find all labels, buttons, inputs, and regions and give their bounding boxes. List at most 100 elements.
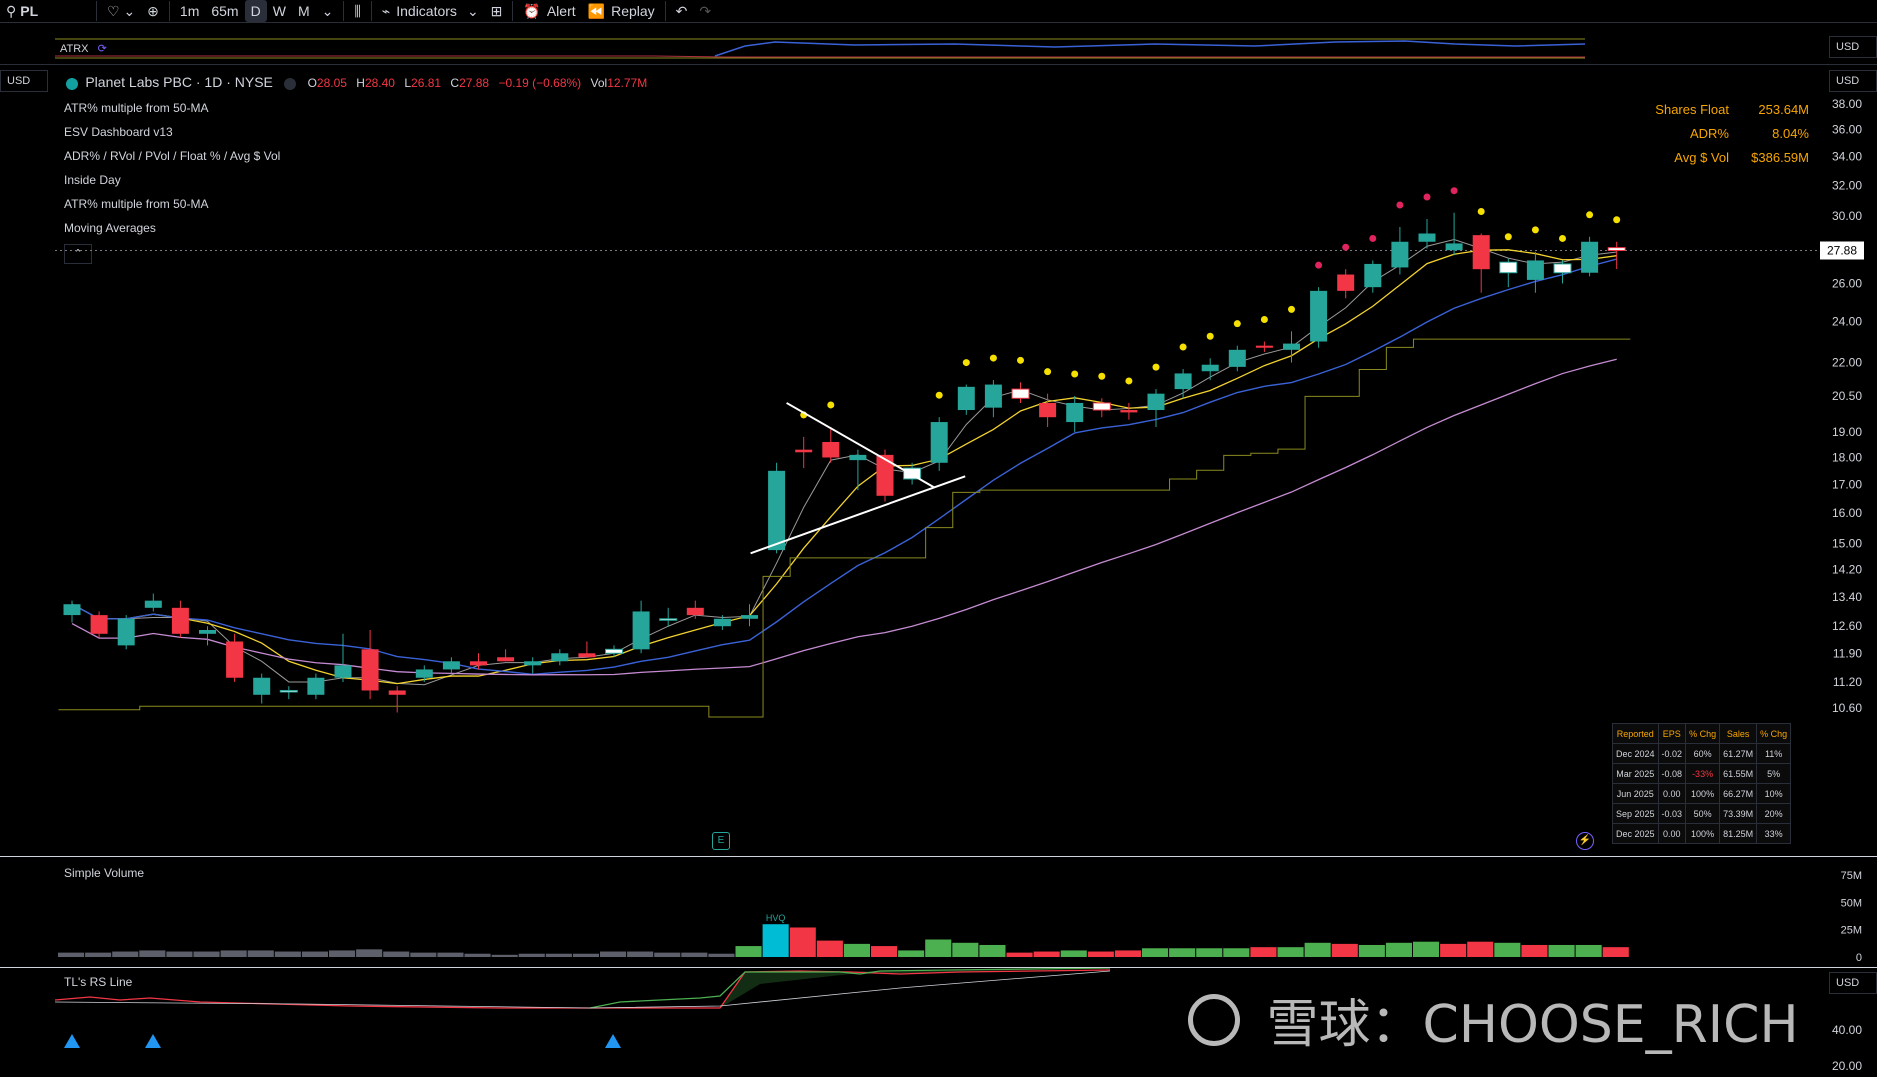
candle-body xyxy=(876,454,894,496)
candle-body xyxy=(1310,290,1328,342)
symbol-label: PL xyxy=(20,3,39,19)
volume-bar xyxy=(1521,944,1548,957)
collapse-button[interactable]: ⌃ xyxy=(64,244,92,264)
earnings-marker[interactable]: E xyxy=(712,832,730,850)
rs-currency[interactable]: USD xyxy=(1829,972,1877,994)
interval-m[interactable]: M xyxy=(297,3,310,19)
planet-logo-icon xyxy=(66,77,78,90)
visibility-toggle-icon[interactable] xyxy=(284,77,297,90)
templates-icon[interactable]: ⊞ xyxy=(490,2,503,19)
indicators-icon: ⌁ xyxy=(381,2,391,19)
ohlc-open: O28.05 xyxy=(307,76,347,90)
chart-type-icon[interactable]: ⫼ xyxy=(354,2,361,19)
indicator-item[interactable]: ESV Dashboard v13 xyxy=(64,125,173,139)
alert-button[interactable]: ⏰ Alert xyxy=(517,0,581,22)
signal-dot xyxy=(1152,363,1160,371)
interval-65m[interactable]: 65m xyxy=(211,3,239,19)
volume-axis-label: 50M xyxy=(1841,897,1862,909)
currency-right[interactable]: USD xyxy=(1829,70,1877,92)
volume-bar xyxy=(112,951,139,957)
atrx-blue-line xyxy=(714,40,1585,57)
volume-bar xyxy=(491,954,518,957)
chevron-down-icon[interactable]: ⌄ xyxy=(321,2,334,19)
volume-bar xyxy=(1223,948,1250,957)
volume-bar xyxy=(1440,943,1467,957)
volume-bar xyxy=(356,949,383,957)
atrx-currency[interactable]: USD xyxy=(1829,36,1877,58)
earnings-row: Sep 2025 -0.03 50% 73.39M 20% xyxy=(1612,803,1792,824)
candle-body xyxy=(199,630,216,634)
signal-dot xyxy=(1017,356,1024,364)
indicator-item[interactable]: ADR% / RVol / PVol / Float % / Avg $ Vol xyxy=(64,149,281,163)
candle-body xyxy=(1283,343,1300,350)
symbol-search[interactable]: ⚲ PL xyxy=(0,0,92,22)
candle-body xyxy=(497,657,515,662)
candle-body xyxy=(117,618,135,646)
signal-dot xyxy=(1071,370,1079,378)
interval-d[interactable]: D xyxy=(244,0,267,22)
price-axis-label: 38.00 xyxy=(1832,97,1862,111)
candle-body xyxy=(415,669,433,678)
watchlist-icon[interactable]: ♡ ⌄ xyxy=(107,2,136,19)
volume-label: Simple Volume xyxy=(64,866,145,880)
price-axis-label: 17.00 xyxy=(1832,478,1862,492)
ohlc-close: C27.88 xyxy=(450,76,490,90)
price-axis-label: 34.00 xyxy=(1832,150,1862,164)
lightning-icon[interactable]: ⚡ xyxy=(1576,832,1594,850)
signal-dot xyxy=(1206,332,1214,340)
signal-dot xyxy=(1260,316,1268,324)
replay-button[interactable]: ⏪ Replay xyxy=(582,0,661,22)
price-axis-label: 26.00 xyxy=(1832,277,1862,291)
candle-body xyxy=(1011,388,1030,399)
earnings-row: Dec 2025 0.00 100% 81.25M 33% xyxy=(1612,823,1792,844)
signal-dot xyxy=(1423,193,1431,201)
atrx-plot xyxy=(55,38,1585,59)
separator xyxy=(512,1,514,21)
interval-1m[interactable]: 1m xyxy=(179,3,200,19)
candle-body xyxy=(578,653,596,658)
volume-bar xyxy=(1385,942,1412,957)
candle-body xyxy=(470,661,487,666)
replay-label: Replay xyxy=(611,3,655,19)
candle-body xyxy=(686,607,704,616)
compare-icon[interactable]: ⊕ xyxy=(147,2,159,19)
separator xyxy=(168,1,170,21)
redo-icon[interactable]: ↷ xyxy=(699,2,712,19)
last-price-label: 27.88 xyxy=(1827,244,1857,258)
candle-body xyxy=(253,677,271,695)
indicator-item[interactable]: Moving Averages xyxy=(64,221,156,235)
indicator-item[interactable]: ATR% multiple from 50-MA xyxy=(64,197,209,211)
volume-bar xyxy=(220,950,247,957)
candle-body xyxy=(1364,263,1382,288)
candle-body xyxy=(1526,260,1544,280)
volume-bar xyxy=(1060,950,1087,957)
volume-bar xyxy=(1413,941,1440,957)
volume-bar xyxy=(1087,951,1114,957)
atrx-label: ATRX ⟳ xyxy=(60,43,107,55)
indicator-item[interactable]: Inside Day xyxy=(64,173,121,187)
price-chart[interactable]: 38.00 36.00 34.00 32.00 30.00 26.00 24.00 22.00… xyxy=(0,66,1877,856)
candle-body xyxy=(1391,241,1409,268)
candle-body xyxy=(605,648,623,654)
candle-body xyxy=(307,677,325,695)
candle-body xyxy=(957,386,975,411)
stat-row: Shares Float 253.64M xyxy=(1655,102,1809,117)
indicator-item[interactable]: ATR% multiple from 50-MA xyxy=(64,101,209,115)
indicators-button[interactable]: ⌁ Indicators ⌄ xyxy=(376,0,485,22)
interval-w[interactable]: W xyxy=(272,3,286,19)
last-price-tag xyxy=(1820,241,1864,260)
stats-panel: Shares Float 253.64M ADR% 8.04% Avg $ Vol $… xyxy=(1569,98,1809,170)
ohlc-change: −0.19 (−0.68%) xyxy=(498,76,582,90)
rs-new-high-marker xyxy=(145,1034,161,1048)
undo-icon[interactable]: ↶ xyxy=(675,2,688,19)
rs-pane: TL's RS Line USD 40.00 20.00 雪球：CHOOSE_RI… xyxy=(0,967,1877,1077)
currency-left[interactable]: USD xyxy=(0,70,48,92)
rs-axis-label: 40.00 xyxy=(1832,1023,1862,1037)
signal-dot xyxy=(827,401,835,409)
ma-3-line xyxy=(71,239,1617,686)
volume-axis-label: 25M xyxy=(1841,925,1862,937)
step-line xyxy=(58,338,1631,718)
volume-bar xyxy=(1331,943,1358,957)
candle-body xyxy=(361,649,379,691)
xueqiu-logo-icon xyxy=(1188,993,1240,1046)
